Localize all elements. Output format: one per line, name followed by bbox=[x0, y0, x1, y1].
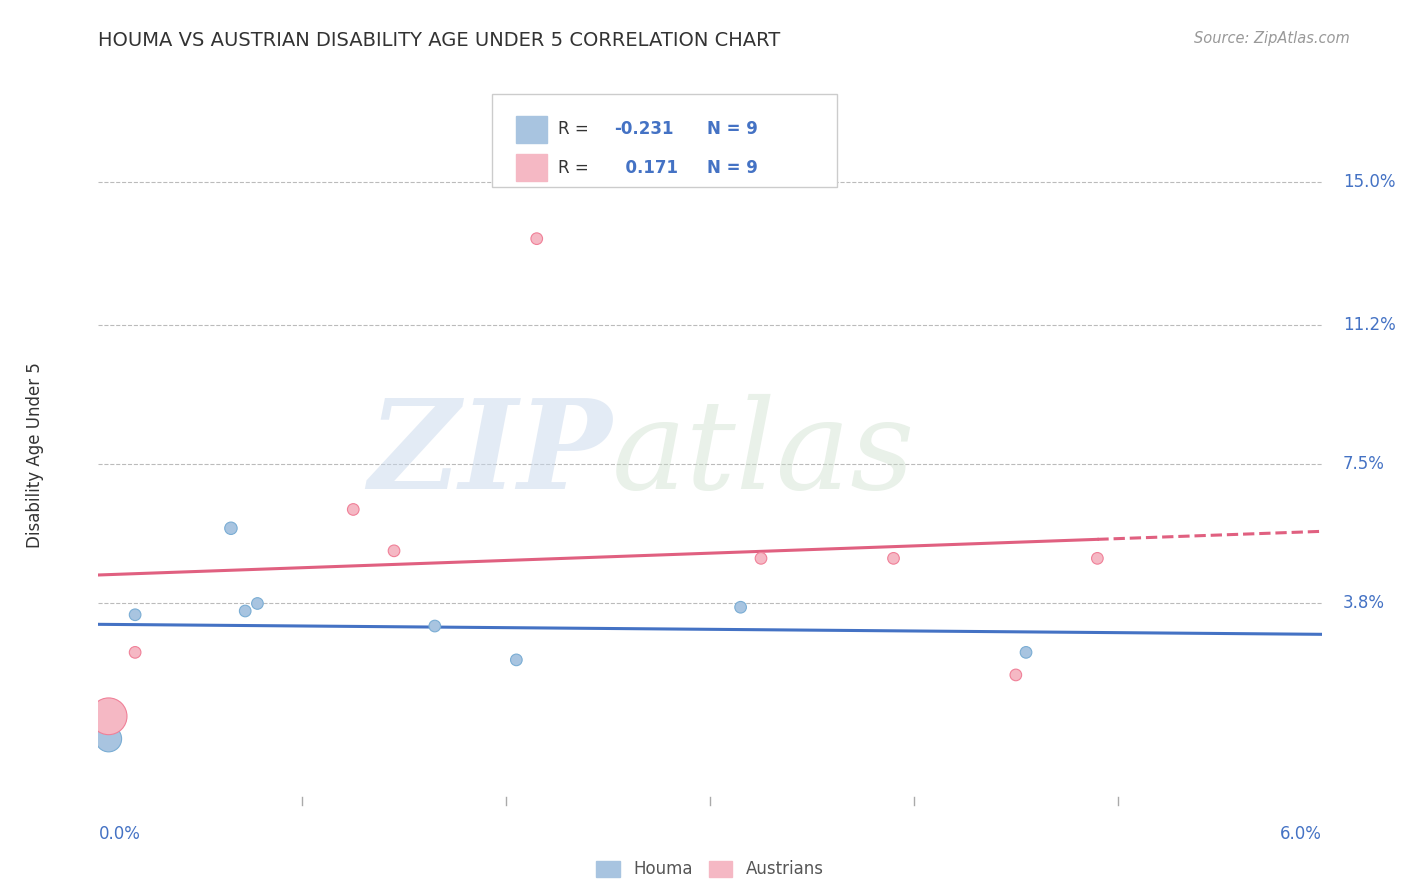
Point bbox=[505, 653, 527, 667]
Point bbox=[124, 607, 146, 622]
Text: Disability Age Under 5: Disability Age Under 5 bbox=[27, 362, 44, 548]
Text: R =: R = bbox=[558, 120, 595, 138]
Text: 0.0%: 0.0% bbox=[98, 825, 141, 843]
Text: 15.0%: 15.0% bbox=[1343, 173, 1395, 191]
Point bbox=[749, 551, 772, 566]
Text: N = 9: N = 9 bbox=[707, 159, 758, 177]
Text: 11.2%: 11.2% bbox=[1343, 316, 1396, 334]
Point bbox=[1004, 668, 1026, 682]
Text: HOUMA VS AUSTRIAN DISABILITY AGE UNDER 5 CORRELATION CHART: HOUMA VS AUSTRIAN DISABILITY AGE UNDER 5… bbox=[98, 31, 780, 50]
Text: atlas: atlas bbox=[612, 394, 915, 516]
Point bbox=[423, 619, 446, 633]
Point bbox=[1085, 551, 1108, 566]
Point bbox=[730, 600, 752, 615]
Point bbox=[97, 709, 120, 723]
Text: N = 9: N = 9 bbox=[707, 120, 758, 138]
Text: 0.171: 0.171 bbox=[614, 159, 679, 177]
Point bbox=[124, 645, 146, 659]
Text: 7.5%: 7.5% bbox=[1343, 455, 1385, 474]
Point bbox=[246, 597, 269, 611]
Text: R =: R = bbox=[558, 159, 595, 177]
Point bbox=[1015, 645, 1038, 659]
Point bbox=[882, 551, 904, 566]
Text: ZIP: ZIP bbox=[368, 394, 612, 516]
Point bbox=[342, 502, 364, 516]
Text: 6.0%: 6.0% bbox=[1279, 825, 1322, 843]
Point bbox=[526, 232, 548, 246]
Point bbox=[382, 544, 405, 558]
Text: 3.8%: 3.8% bbox=[1343, 594, 1385, 613]
Text: -0.231: -0.231 bbox=[614, 120, 673, 138]
Point bbox=[97, 731, 120, 746]
Point bbox=[219, 521, 242, 535]
Point bbox=[233, 604, 256, 618]
Text: Source: ZipAtlas.com: Source: ZipAtlas.com bbox=[1194, 31, 1350, 46]
Legend: Houma, Austrians: Houma, Austrians bbox=[589, 854, 831, 885]
